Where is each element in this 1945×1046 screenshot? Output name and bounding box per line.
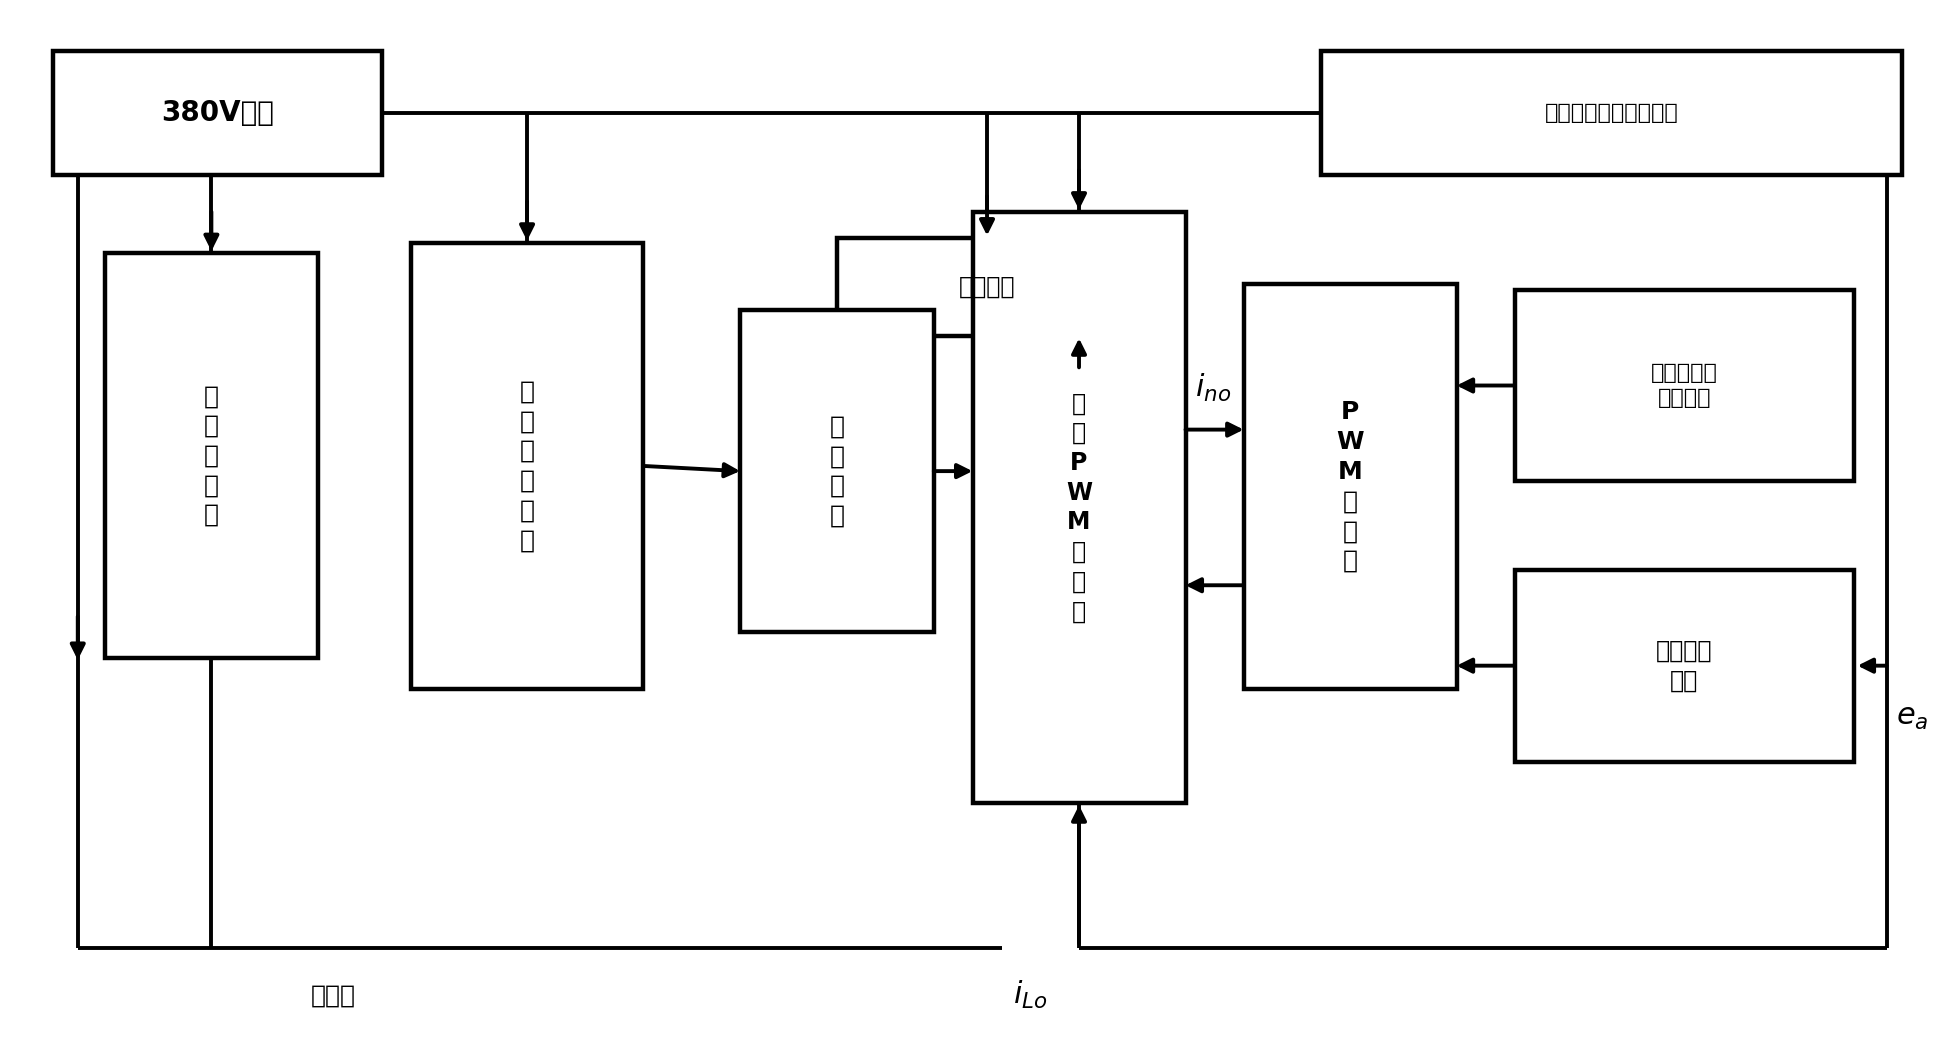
Text: 无源环节: 无源环节 xyxy=(959,275,1015,299)
Text: 直
流
开
关
电
源: 直 流 开 关 电 源 xyxy=(519,380,535,552)
Text: 故障检测与
保护电路: 故障检测与 保护电路 xyxy=(1651,363,1717,408)
Bar xyxy=(105,253,317,658)
Text: $e_a$: $e_a$ xyxy=(1896,703,1929,732)
Text: $i_{no}$: $i_{no}$ xyxy=(1196,372,1231,404)
Text: $i_{Lo}$: $i_{Lo}$ xyxy=(1013,979,1048,1011)
Bar xyxy=(836,237,1138,336)
Bar xyxy=(741,311,934,632)
Text: 直
流
电
容: 直 流 电 容 xyxy=(829,414,844,527)
Bar xyxy=(1515,570,1854,761)
Bar xyxy=(972,211,1186,803)
Bar xyxy=(1515,290,1854,481)
Text: 中性线: 中性线 xyxy=(311,983,356,1007)
Text: 单
相
P
W
M
变
流
器: 单 相 P W M 变 流 器 xyxy=(1066,391,1091,623)
Bar xyxy=(53,51,381,176)
Text: 380V配网: 380V配网 xyxy=(161,99,274,128)
Text: 同步锁相
电路: 同步锁相 电路 xyxy=(1655,639,1712,692)
Text: 三相四线制非线性负载: 三相四线制非线性负载 xyxy=(1544,104,1679,123)
Bar xyxy=(410,243,644,689)
Bar xyxy=(1321,51,1902,176)
Bar xyxy=(1243,285,1457,689)
Text: 高
通
滤
波
器: 高 通 滤 波 器 xyxy=(204,384,220,527)
Text: P
W
M
控
制
器: P W M 控 制 器 xyxy=(1336,401,1363,573)
